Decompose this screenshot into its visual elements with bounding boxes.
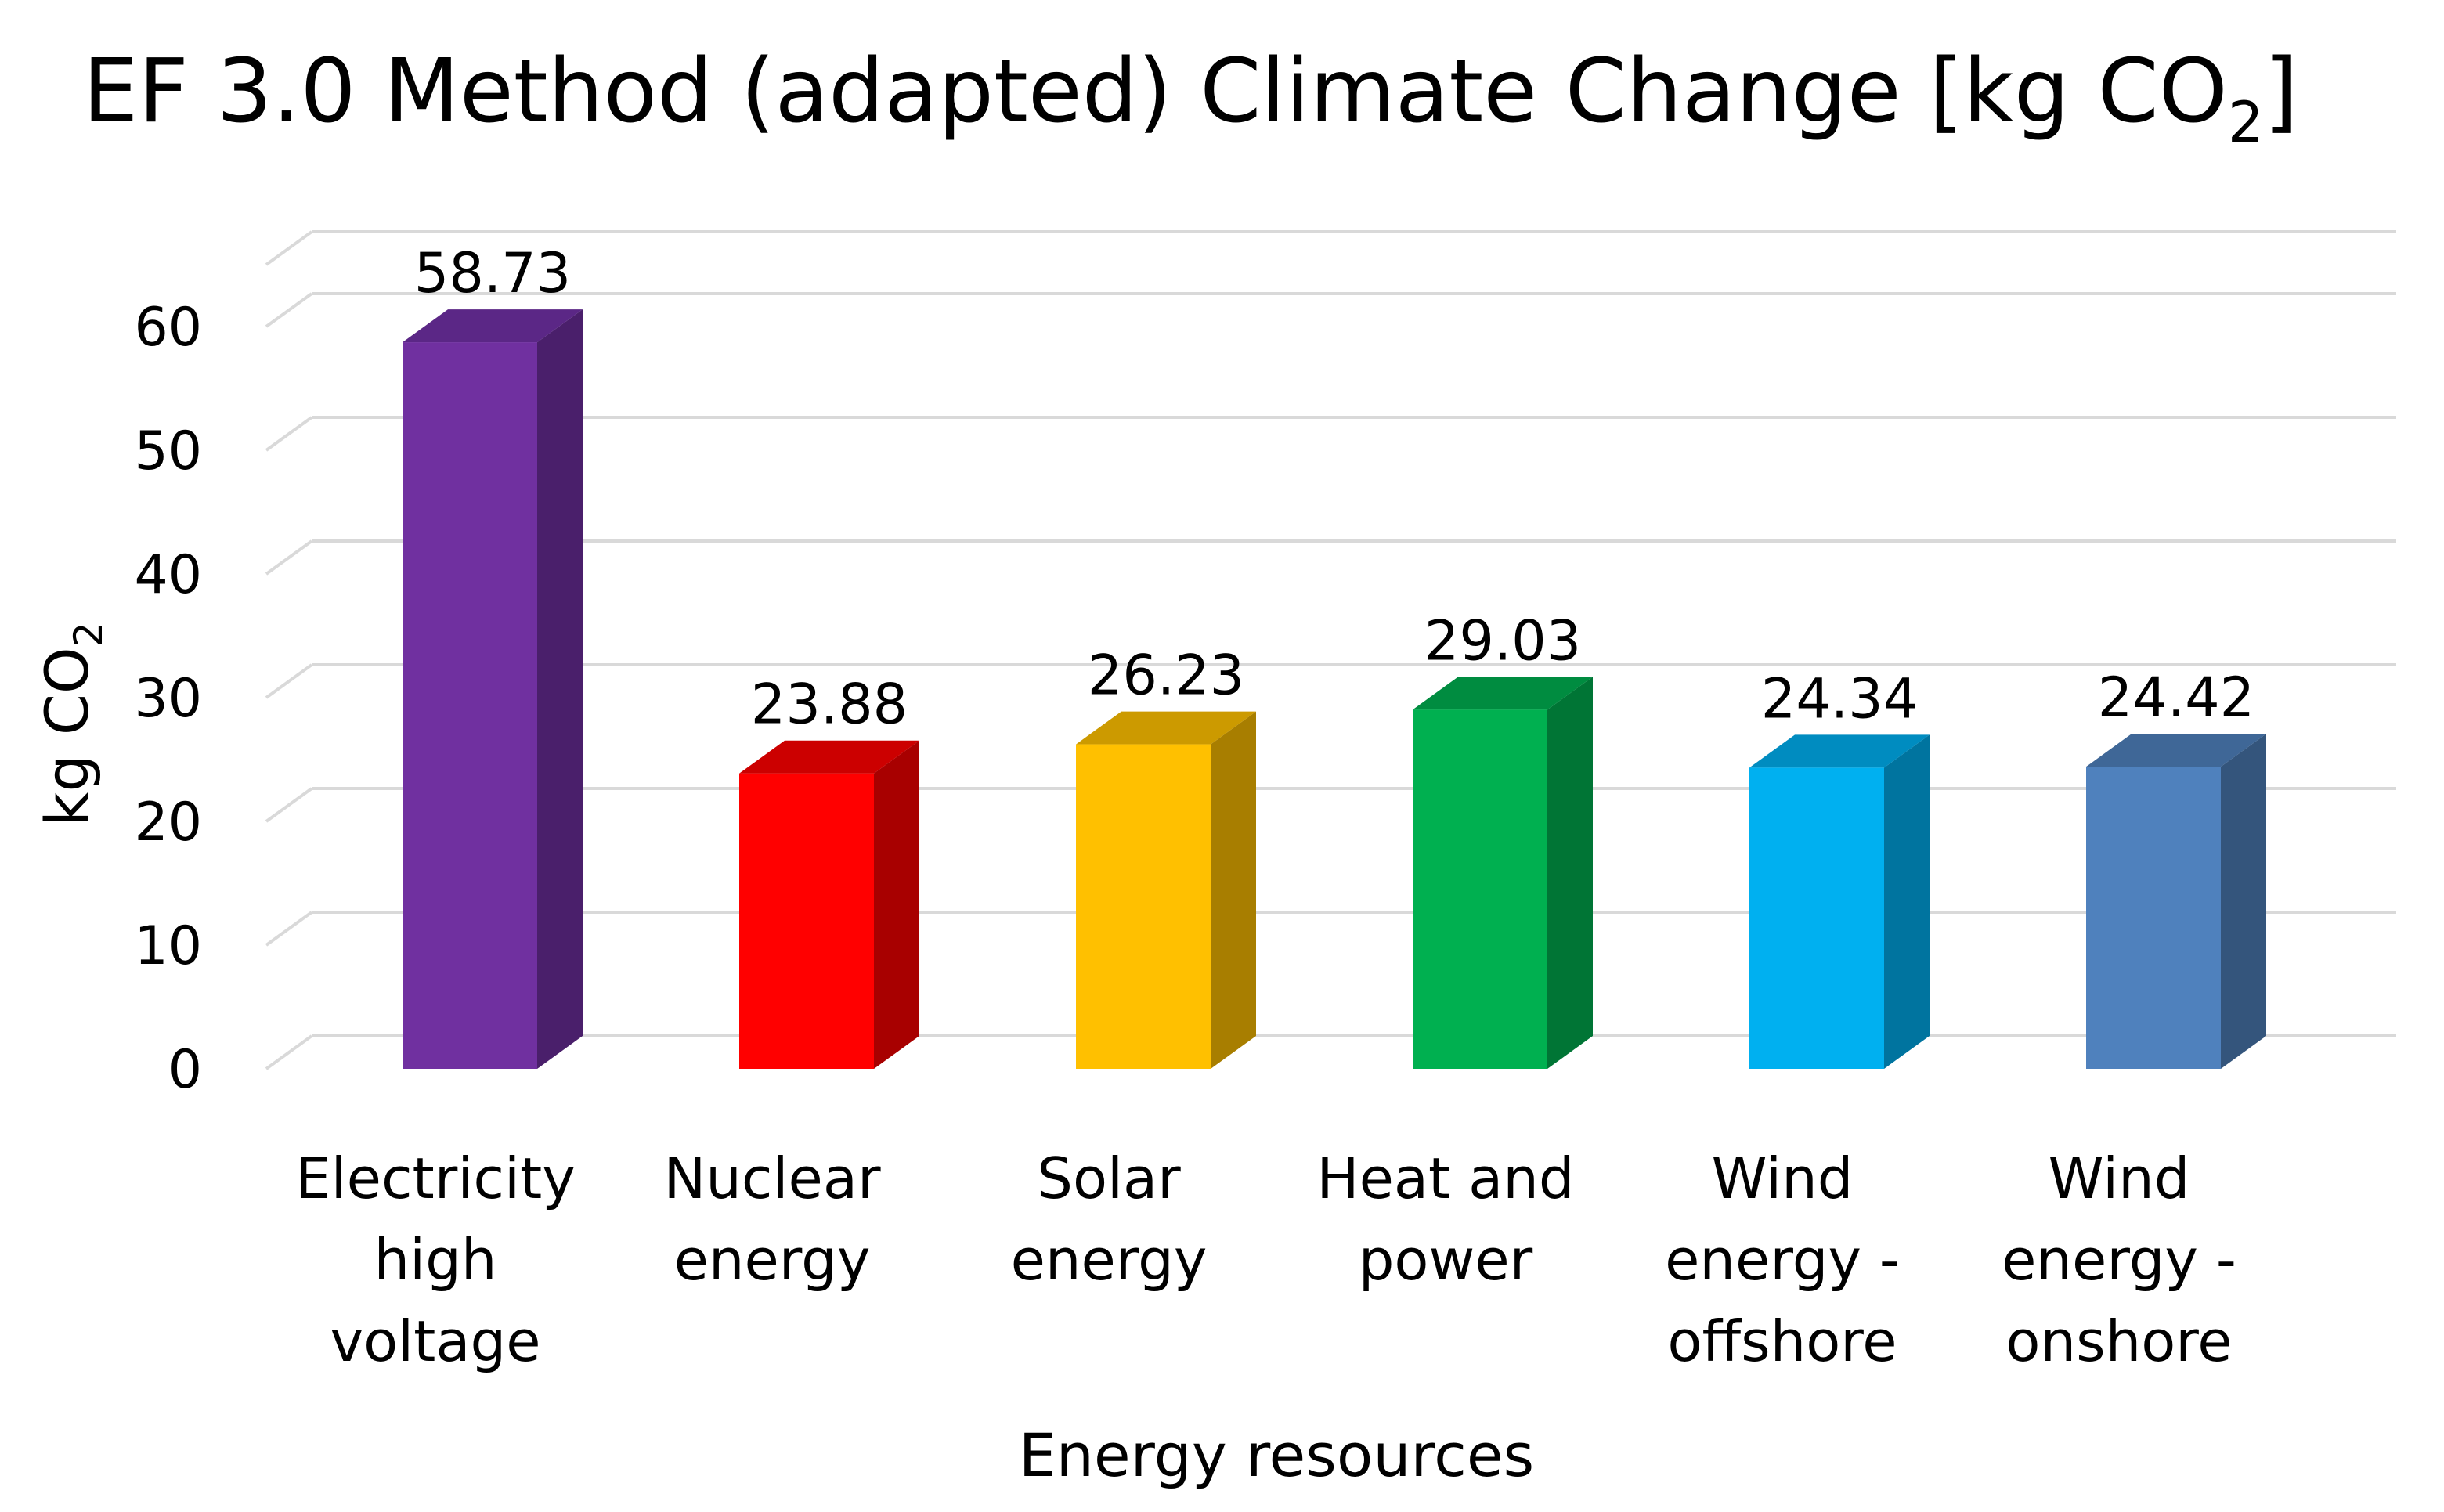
bar-top (739, 740, 919, 774)
bar-side (2221, 734, 2266, 1069)
y-tick-label: 30 (134, 668, 202, 730)
x-category-label: Solar energy (1011, 1146, 1208, 1293)
chart-title-suffix: ] (2264, 41, 2298, 143)
bar (1749, 734, 1930, 1069)
y-tick-label: 40 (134, 544, 202, 606)
x-category-label: Nuclear energy (663, 1146, 881, 1293)
y-tick-label: 50 (134, 420, 202, 482)
chart-title-main: EF 3.0 Method (adapted) Climate Change [… (83, 41, 2228, 143)
chart-title: EF 3.0 Method (adapted) Climate Change [… (83, 41, 2298, 155)
gridline-depth (265, 416, 313, 452)
x-category-line: voltage (330, 1308, 540, 1374)
bar-front (403, 342, 537, 1069)
x-category-line: Wind (1712, 1146, 1854, 1211)
x-category-line: energy (1011, 1227, 1208, 1293)
x-category-line: onshore (2005, 1308, 2232, 1374)
bar-side (874, 740, 919, 1069)
bar-side (1547, 677, 1593, 1069)
y-tick-label: 0 (168, 1039, 202, 1101)
x-category-line: high (374, 1227, 497, 1293)
x-category-line: offshore (1667, 1308, 1897, 1374)
bar (2086, 734, 2266, 1069)
data-labels: 58.73 23.88 26.23 29.03 24.34 24.42 (414, 241, 2254, 737)
bar-side (537, 309, 583, 1069)
bar-front (1749, 767, 1884, 1069)
bar (403, 309, 583, 1069)
x-category-label: Heat and power (1316, 1146, 1574, 1293)
chart-title-subscript: 2 (2228, 89, 2264, 155)
y-axis-title-main: kg CO (32, 647, 102, 826)
x-axis-title: Energy resources (1019, 1420, 1535, 1490)
x-category-line: Nuclear (663, 1146, 881, 1211)
bar-top (1076, 711, 1256, 745)
data-label: 24.34 (1761, 666, 1918, 731)
bar-side (1211, 711, 1256, 1069)
y-axis-title-subscript: 2 (66, 622, 111, 647)
y-tick-label: 20 (134, 792, 202, 853)
x-category-line: energy - (1665, 1227, 1900, 1293)
x-category-line: Wind (2049, 1146, 2190, 1211)
x-category-label: Wind energy - offshore (1665, 1146, 1900, 1374)
data-label: 26.23 (1088, 644, 1244, 708)
x-category-label: Electricity high voltage (295, 1146, 576, 1374)
data-label: 29.03 (1424, 608, 1581, 673)
gridline-depth (265, 787, 313, 823)
bar-top (1749, 734, 1930, 768)
bar-top (403, 309, 583, 343)
gridline-depth (265, 911, 313, 947)
y-axis-ticks: 0 10 20 30 40 50 60 (134, 297, 202, 1101)
bar (739, 740, 919, 1069)
bar (1413, 677, 1593, 1069)
x-category-line: Electricity (295, 1146, 576, 1211)
data-label: 58.73 (414, 241, 571, 305)
bar-top (2086, 734, 2266, 767)
x-category-line: power (1359, 1227, 1533, 1293)
data-label: 23.88 (751, 673, 908, 737)
bar-front (1076, 744, 1211, 1069)
bar-front (1413, 709, 1547, 1069)
gridline-depth (265, 230, 313, 266)
y-tick-label: 10 (134, 915, 202, 977)
bar-side (1884, 734, 1930, 1069)
y-axis-title: kg CO2 (32, 622, 111, 826)
gridline-depth (265, 292, 313, 328)
bar-front (739, 773, 874, 1069)
data-label: 24.42 (2098, 666, 2254, 730)
y-tick-label: 60 (134, 297, 202, 359)
x-category-line: energy (674, 1227, 871, 1293)
bar-top (1413, 677, 1593, 710)
gridlines (265, 230, 2396, 1070)
x-category-line: Solar (1037, 1146, 1181, 1211)
gridline-depth (265, 663, 313, 699)
gridline-depth (265, 539, 313, 576)
x-category-label: Wind energy - onshore (2002, 1146, 2236, 1374)
gridline-depth (265, 1034, 313, 1070)
bars (403, 309, 2266, 1069)
x-category-line: Heat and (1316, 1146, 1574, 1211)
bar-front (2086, 767, 2221, 1069)
x-category-line: energy - (2002, 1227, 2236, 1293)
bar (1076, 711, 1256, 1069)
